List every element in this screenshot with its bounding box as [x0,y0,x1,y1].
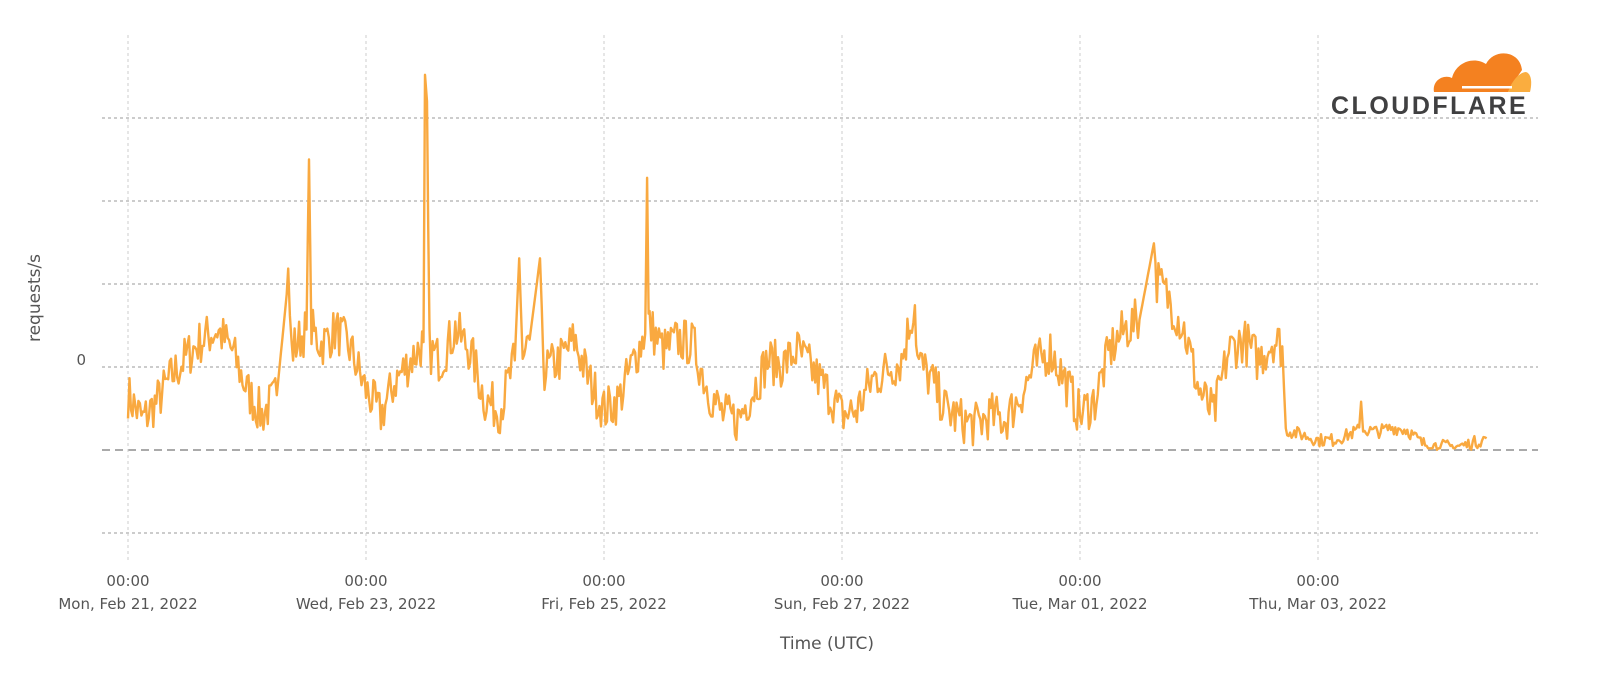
y-tick-label: 0 [76,351,86,369]
y-axis-ticks: 0 [76,351,86,369]
x-axis-ticks: 00:00 Mon, Feb 21, 2022 00:00 Wed, Feb 23, … [58,572,1386,613]
y-axis-title: requests/s [25,254,45,342]
x-tick-date: Thu, Mar 03, 2022 [1248,595,1387,613]
x-tick-time: 00:00 [106,572,149,590]
cloud-icon [1433,53,1532,92]
x-tick-time: 00:00 [582,572,625,590]
x-tick-time: 00:00 [1058,572,1101,590]
cloudflare-wordmark: CLOUDFLARE [1331,92,1528,120]
x-tick-date: Tue, Mar 01, 2022 [1011,595,1147,613]
x-axis-title: Time (UTC) [779,634,874,654]
x-tick-date: Fri, Feb 25, 2022 [541,595,667,613]
x-tick-date: Wed, Feb 23, 2022 [296,595,436,613]
series-line-requests [126,73,1488,451]
gridlines [102,35,1538,560]
cloudflare-logo: CLOUDFLARE [1331,53,1532,120]
x-tick-date: Sun, Feb 27, 2022 [774,595,910,613]
x-tick-date: Mon, Feb 21, 2022 [58,595,197,613]
x-tick-time: 00:00 [344,572,387,590]
x-tick-time: 00:00 [1296,572,1339,590]
x-tick-time: 00:00 [820,572,863,590]
